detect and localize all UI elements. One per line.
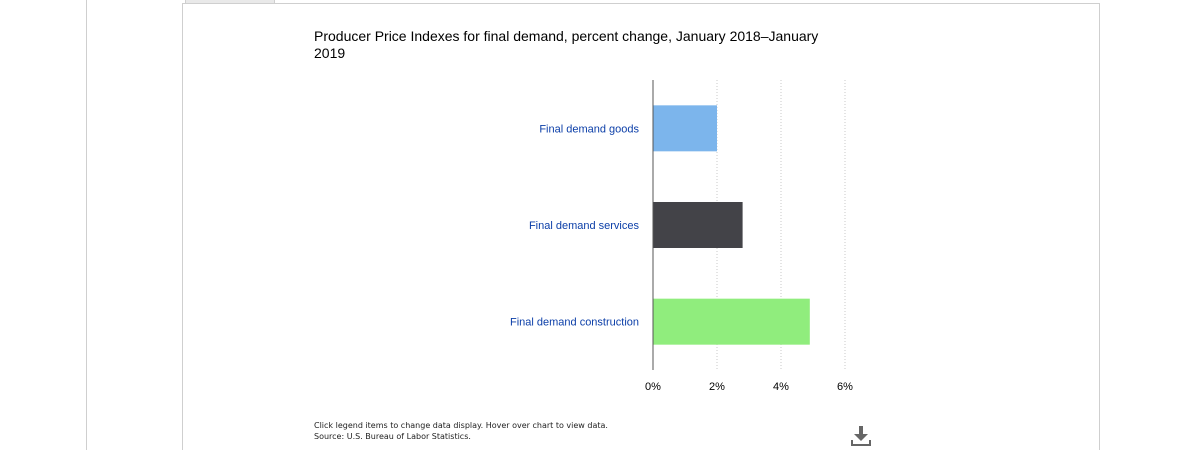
bar[interactable] [653,105,717,152]
chart-panel [182,3,1100,450]
footnote-instructions: Click legend items to change data displa… [314,421,608,430]
category-label[interactable]: Final demand goods [539,123,639,135]
x-tick-label: 4% [773,381,789,393]
category-label[interactable]: Final demand services [529,220,640,232]
chart-footnote: Click legend items to change data displa… [314,420,608,442]
x-tick-label: 0% [645,381,661,393]
x-tick-label: 6% [837,381,853,393]
category-labels: Final demand goods Final demand services F… [510,123,640,328]
bar[interactable] [653,298,810,345]
chart-title: Producer Price Indexes for final demand,… [314,28,819,61]
footnote-source: Source: U.S. Bureau of Labor Statistics. [314,432,471,441]
category-label[interactable]: Final demand construction [510,317,639,329]
bars [653,105,810,345]
page-frame [86,0,1186,450]
download-button[interactable] [850,424,872,448]
download-icon [851,426,871,446]
x-tick-labels: 0% 2% 4% 6% [645,381,853,393]
x-tick-label: 2% [709,381,725,393]
bar[interactable] [653,202,743,248]
